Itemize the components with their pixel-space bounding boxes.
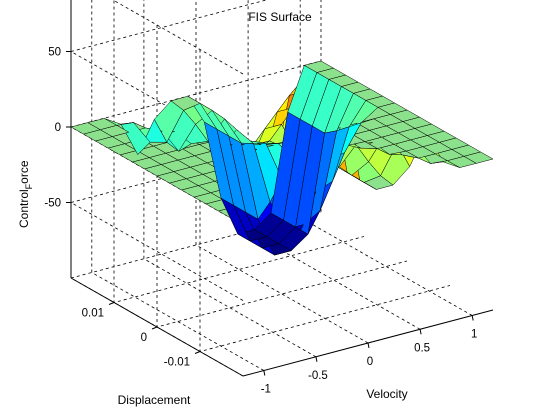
z-axis-label: ControlForce [17, 160, 34, 228]
z-axis-label-main: Control [17, 189, 31, 228]
x-tick [367, 342, 370, 349]
y-tick-label: 0.01 [82, 308, 104, 320]
tick-labels: -1 -0.5 0 0.5 1 -0.01 0 0.01 -50 0 50 [44, 47, 477, 396]
x-tick [419, 329, 422, 335]
x-tick-label: -1 [261, 384, 271, 396]
z-tick-label: 0 [55, 122, 61, 134]
x-tick-label: 0.5 [414, 342, 430, 354]
grid-line [70, 211, 322, 279]
x-tick-label: 0 [367, 356, 373, 368]
x-tick [315, 356, 318, 362]
x-tick-label: -0.5 [308, 370, 328, 382]
y-tick [194, 351, 201, 354]
x-tick [471, 315, 474, 321]
chart-title: FIS Surface [248, 10, 312, 24]
z-axis-label-sub: F [24, 183, 34, 189]
y-axis-label: Displacement [118, 393, 191, 407]
y-tick-label: 0 [141, 332, 147, 344]
z-tick-label: -50 [44, 198, 61, 210]
y-tick [108, 302, 115, 305]
svg-text:ControlForce: ControlForce [17, 160, 34, 228]
x-axis-label: Velocity [366, 387, 407, 401]
z-axis-label-rest: orce [17, 160, 31, 184]
surface-patch [70, 122, 101, 135]
y-tick-label: -0.01 [164, 357, 190, 369]
x-tick [263, 370, 266, 376]
surface-mesh [70, 60, 494, 256]
y-tick [151, 326, 158, 330]
x-tick-label: 1 [471, 329, 477, 341]
z-tick-label: 50 [48, 47, 61, 59]
